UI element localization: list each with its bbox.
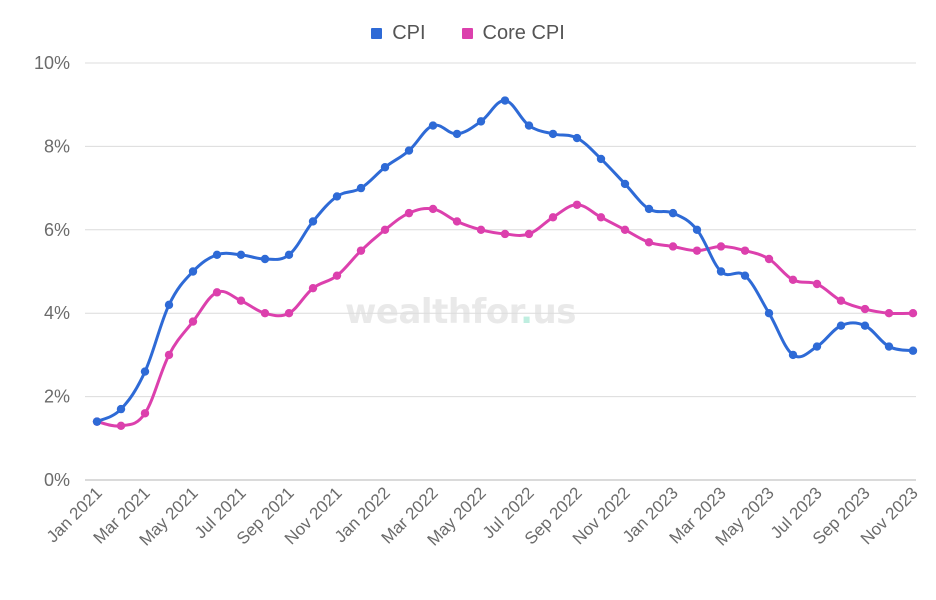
data-point-cpi [644,204,654,214]
data-point-cpi [620,179,630,189]
data-point-core-cpi [308,283,318,293]
data-point-cpi [812,342,822,351]
y-tick-label: 6% [44,220,70,240]
data-point-cpi [164,300,174,310]
data-point-cpi [116,404,126,414]
data-point-cpi [332,192,342,201]
data-point-cpi [236,250,246,260]
data-point-cpi [140,367,150,376]
data-point-cpi [596,154,606,164]
legend-swatch-core-cpi [461,28,473,39]
data-point-core-cpi [476,225,486,234]
data-point-core-cpi [788,275,798,285]
data-point-cpi [308,217,318,226]
data-point-cpi [740,271,750,280]
watermark-logo: wealthfor.us [345,292,576,332]
data-point-cpi [716,267,726,276]
data-point-core-cpi [164,350,174,360]
chart-legend: CPI Core CPI [0,22,936,45]
data-point-core-cpi [500,229,510,239]
data-point-core-cpi [908,309,918,318]
data-point-core-cpi [332,271,342,280]
data-point-core-cpi [740,246,750,255]
data-point-core-cpi [572,200,582,209]
data-point-cpi [548,129,558,139]
data-point-core-cpi [116,421,126,430]
legend-label-cpi: CPI [392,22,426,44]
data-point-cpi [260,254,270,264]
data-point-core-cpi [236,296,246,305]
data-point-core-cpi [764,254,774,264]
data-point-cpi [284,250,294,260]
legend-swatch-cpi [371,28,383,39]
legend-item-core-cpi[interactable]: Core CPI [461,22,565,45]
data-point-cpi [476,117,486,126]
watermark-text-2: us [532,292,577,332]
data-point-core-cpi [140,409,150,418]
data-point-cpi [356,183,366,193]
data-point-core-cpi [860,304,870,314]
data-point-core-cpi [692,246,702,255]
data-point-core-cpi [716,242,726,251]
legend-item-cpi[interactable]: CPI [371,22,426,45]
data-point-core-cpi [404,208,414,218]
y-tick-label: 4% [44,303,70,323]
data-point-core-cpi [836,296,846,305]
data-point-core-cpi [188,317,198,326]
data-point-cpi [692,225,702,234]
watermark-text-1: wealthfor [345,292,521,332]
data-point-cpi [452,129,462,139]
data-point-core-cpi [884,309,894,318]
data-point-core-cpi [452,217,462,226]
data-point-cpi [380,163,390,172]
data-point-cpi [428,121,438,130]
data-point-core-cpi [380,225,390,234]
y-tick-label: 8% [44,136,70,156]
data-point-cpi [788,350,798,360]
data-point-core-cpi [524,229,534,239]
data-point-cpi [188,267,198,276]
y-tick-label: 2% [44,387,70,407]
data-point-core-cpi [644,238,654,247]
data-point-cpi [404,146,414,155]
data-point-cpi [908,346,918,355]
data-point-cpi [92,417,102,426]
data-point-core-cpi [284,309,294,318]
data-point-core-cpi [428,204,438,214]
data-point-cpi [884,342,894,351]
data-point-cpi [572,133,582,143]
y-tick-label: 10% [34,53,70,73]
data-point-cpi [500,96,510,105]
data-point-core-cpi [620,225,630,234]
data-point-core-cpi [212,288,222,297]
data-point-core-cpi [596,213,606,222]
watermark-dot: . [520,292,533,332]
data-point-core-cpi [260,309,270,318]
data-point-core-cpi [548,213,558,222]
data-point-cpi [212,250,222,260]
legend-label-core-cpi: Core CPI [482,22,565,44]
y-tick-label: 0% [44,470,70,490]
data-point-cpi [668,208,678,218]
data-point-cpi [524,121,534,130]
series-line-cpi [95,99,915,424]
data-point-core-cpi [812,279,822,289]
data-point-cpi [764,309,774,318]
data-point-cpi [860,321,870,330]
data-point-cpi [836,321,846,330]
data-point-core-cpi [356,246,366,255]
data-point-core-cpi [668,242,678,251]
